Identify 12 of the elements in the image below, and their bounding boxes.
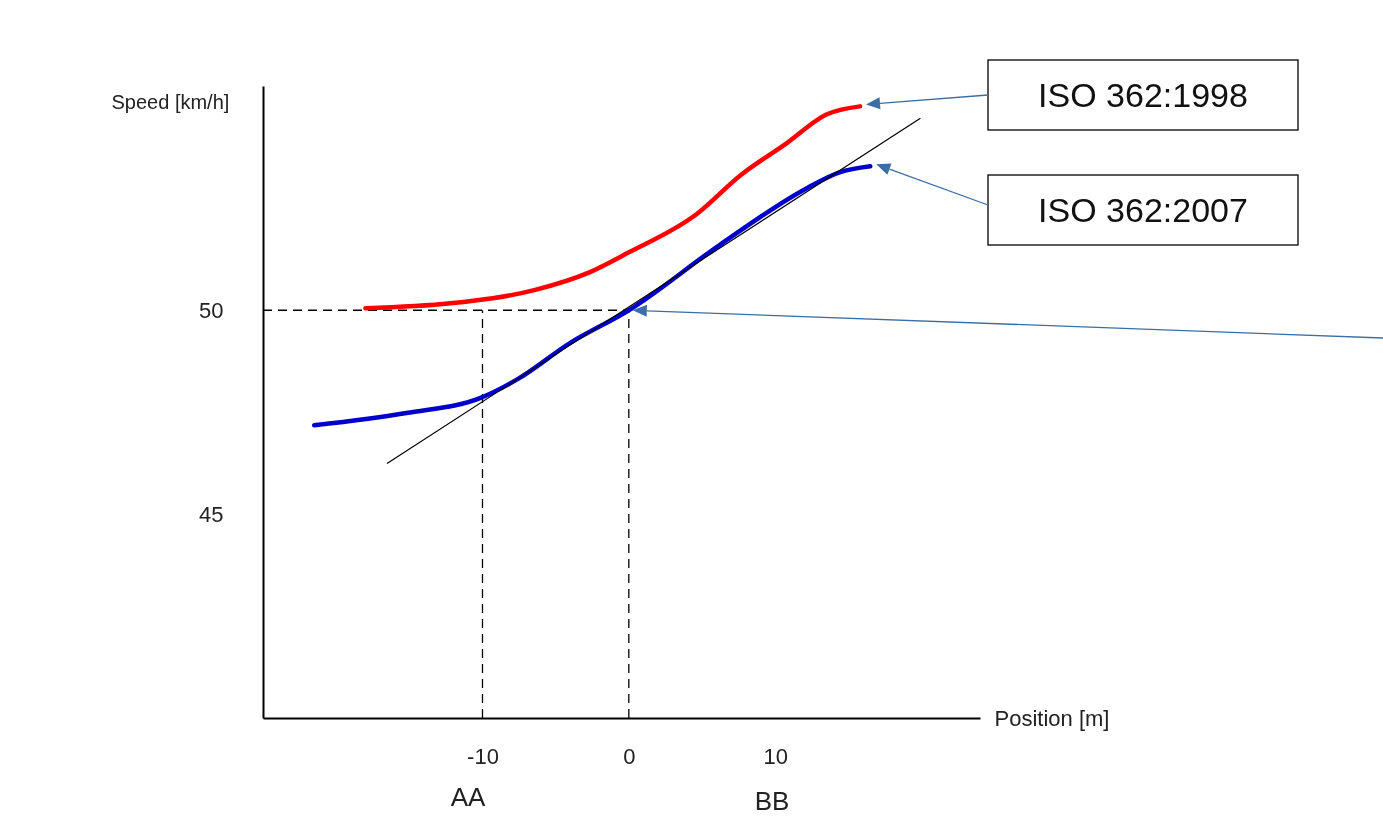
x-axis-title: Position [m] — [994, 705, 1110, 731]
line-series — [363, 104, 863, 311]
text: AA — [450, 782, 486, 812]
text: ISO 362:1998 — [1038, 76, 1248, 114]
y-tick-label: 45 — [199, 501, 224, 527]
text: ISO 362:2007 — [1038, 191, 1248, 229]
text: BB — [754, 786, 790, 816]
x-tick-label: -10 — [467, 743, 499, 769]
y-axis-title: Speed [km/h] — [111, 90, 230, 113]
x-tick-label: 0 — [623, 743, 636, 769]
y-tick-label: 50 — [199, 297, 224, 323]
x-tick-label: 10 — [763, 743, 788, 769]
